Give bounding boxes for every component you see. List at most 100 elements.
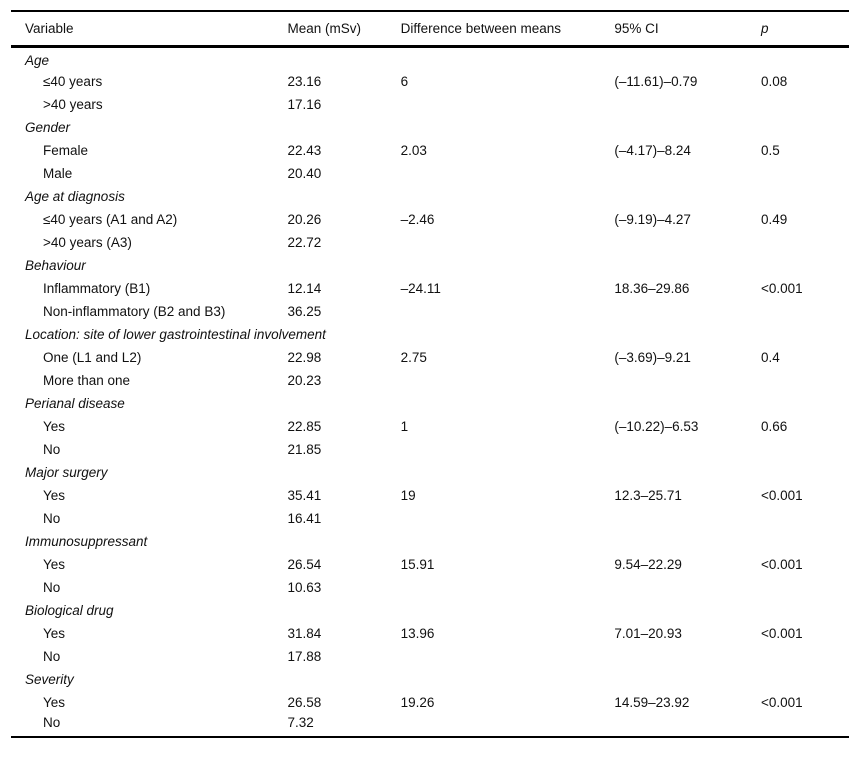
cell-mean: 36.25 — [287, 303, 322, 319]
table-row: No 7.32 — [11, 714, 849, 737]
cell-mean: 22.85 — [287, 418, 322, 434]
cell-p — [761, 162, 849, 185]
group-label: Perianal disease — [25, 395, 125, 411]
group-label: Age — [25, 53, 50, 69]
table-row: No 17.88 — [11, 645, 849, 668]
group-label: Behaviour — [25, 257, 86, 273]
group-row: Biological drug — [11, 599, 849, 622]
cell-diff — [401, 576, 615, 599]
cell-ci — [614, 231, 761, 254]
statistics-table-container: Variable Mean (mSv) Difference between m… — [11, 10, 849, 738]
cell-p: 0.4 — [760, 349, 780, 365]
cell-ci — [614, 369, 761, 392]
cell-diff: 6 — [400, 73, 409, 89]
cell-p: 0.08 — [760, 73, 788, 89]
cell-diff — [401, 369, 615, 392]
group-row: Gender — [11, 116, 849, 139]
cell-mean: 16.41 — [287, 510, 322, 526]
cell-ci: 9.54–22.29 — [614, 556, 682, 572]
group-row: Location: site of lower gastrointestinal… — [11, 323, 849, 346]
cell-ci — [614, 300, 761, 323]
cell-variable: Female — [43, 142, 89, 158]
group-label: Major surgery — [25, 464, 108, 480]
group-row: Perianal disease — [11, 392, 849, 415]
cell-p — [761, 93, 849, 116]
cell-variable: No — [43, 714, 61, 730]
cell-p: 0.5 — [760, 142, 780, 158]
cell-ci: 12.3–25.71 — [614, 487, 682, 503]
cell-ci: 18.36–29.86 — [614, 280, 690, 296]
cell-mean: 22.43 — [287, 142, 322, 158]
cell-diff — [401, 714, 615, 737]
cell-diff: 1 — [400, 418, 409, 434]
cell-diff — [401, 231, 615, 254]
cell-p — [761, 438, 849, 461]
cell-ci: (–10.22)–6.53 — [614, 418, 699, 434]
table-row: Non-inflammatory (B2 and B3) 36.25 — [11, 300, 849, 323]
cell-variable: No — [43, 579, 61, 595]
table-row: Male 20.40 — [11, 162, 849, 185]
cell-ci: 14.59–23.92 — [614, 694, 690, 710]
cell-p — [761, 507, 849, 530]
cell-ci — [614, 576, 761, 599]
cell-variable: ≤40 years — [43, 73, 103, 89]
cell-mean: 22.98 — [287, 349, 322, 365]
column-header-variable: Variable — [11, 11, 288, 48]
cell-mean: 12.14 — [287, 280, 322, 296]
cell-diff — [401, 438, 615, 461]
table-row: No 10.63 — [11, 576, 849, 599]
cell-p: <0.001 — [760, 694, 803, 710]
cell-p — [761, 369, 849, 392]
cell-variable: No — [43, 441, 61, 457]
cell-diff — [401, 162, 615, 185]
table-body: Age ≤40 years 23.16 6 (–11.61)–0.79 0.08 >40 y… — [11, 47, 849, 737]
group-label: Biological drug — [25, 602, 114, 618]
cell-ci — [614, 645, 761, 668]
cell-mean: 7.32 — [287, 714, 314, 730]
cell-variable: Yes — [43, 418, 66, 434]
column-header-mean: Mean (mSv) — [287, 11, 401, 48]
cell-p: 0.66 — [760, 418, 788, 434]
cell-variable: Yes — [43, 487, 66, 503]
group-label: Location: site of lower gastrointestinal… — [25, 326, 326, 342]
cell-p — [761, 231, 849, 254]
table-row: One (L1 and L2) 22.98 2.75 (–3.69)–9.21 0.4 — [11, 346, 849, 369]
cell-variable: Yes — [43, 556, 66, 572]
cell-ci: 7.01–20.93 — [614, 625, 682, 641]
cell-variable: Male — [43, 165, 73, 181]
cell-mean: 21.85 — [287, 441, 322, 457]
cell-diff: 15.91 — [400, 556, 435, 572]
group-label: Age at diagnosis — [25, 188, 125, 204]
cell-diff — [401, 93, 615, 116]
cell-ci — [614, 162, 761, 185]
group-label: Gender — [25, 119, 71, 135]
cell-ci — [614, 507, 761, 530]
cell-variable: More than one — [43, 372, 131, 388]
cell-mean: 20.23 — [287, 372, 322, 388]
header-row: Variable Mean (mSv) Difference between m… — [11, 11, 849, 48]
table-row: More than one 20.23 — [11, 369, 849, 392]
cell-diff: 13.96 — [400, 625, 435, 641]
cell-mean: 26.54 — [287, 556, 322, 572]
cell-variable: No — [43, 510, 61, 526]
group-label: Immunosuppressant — [25, 533, 148, 549]
cell-variable: Yes — [43, 625, 66, 641]
table-row: >40 years 17.16 — [11, 93, 849, 116]
group-row: Severity — [11, 668, 849, 691]
cell-variable: ≤40 years (A1 and A2) — [43, 211, 178, 227]
table-row: Female 22.43 2.03 (–4.17)–8.24 0.5 — [11, 139, 849, 162]
table-row: >40 years (A3) 22.72 — [11, 231, 849, 254]
cell-diff — [401, 507, 615, 530]
cell-mean: 17.16 — [287, 96, 322, 112]
cell-p: <0.001 — [760, 487, 803, 503]
cell-variable: Inflammatory (B1) — [43, 280, 151, 296]
cell-ci: (–11.61)–0.79 — [614, 73, 698, 89]
cell-mean: 35.41 — [287, 487, 322, 503]
column-header-ci: 95% CI — [614, 11, 761, 48]
cell-diff: 19.26 — [400, 694, 435, 710]
cell-ci: (–3.69)–9.21 — [614, 349, 691, 365]
table-row: ≤40 years (A1 and A2) 20.26 –2.46 (–9.19)–4… — [11, 208, 849, 231]
cell-mean: 23.16 — [287, 73, 322, 89]
cell-ci — [614, 714, 761, 737]
cell-diff: 2.75 — [400, 349, 427, 365]
